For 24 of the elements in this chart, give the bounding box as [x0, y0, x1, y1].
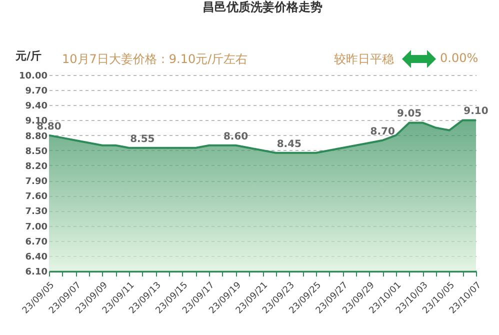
y-tick-label: 6.10: [25, 268, 48, 278]
y-tick-label: 7.00: [25, 222, 48, 232]
y-tick-label: 9.70: [25, 86, 48, 97]
y-tick-label: 6.70: [25, 237, 48, 248]
data-label: 9.10: [464, 106, 488, 118]
y-tick-label: 10.00: [19, 72, 48, 82]
y-tick-label: 7.60: [25, 192, 48, 202]
text: 0.00%: [440, 51, 478, 65]
y-tick-label: 7.30: [25, 207, 48, 218]
text: 较昨日平稳: [334, 51, 394, 68]
data-label: 8.55: [130, 134, 155, 145]
chart-title: 昌邑优质洗姜价格走势: [202, 0, 322, 14]
y-tick-label: 7.90: [25, 177, 48, 188]
text: 10月7日大姜价格：9.10元/斤左右: [62, 51, 248, 68]
data-label: 8.60: [223, 131, 248, 142]
data-label: 8.70: [370, 126, 395, 138]
y-tick-label: 6.40: [25, 252, 48, 262]
y-tick-label: 8.80: [25, 132, 48, 142]
data-label: 9.05: [396, 108, 422, 120]
y-tick-label: 9.40: [25, 102, 48, 112]
y-tick-label: 8.50: [25, 146, 48, 157]
data-label: 8.45: [276, 138, 302, 150]
y-axis-title: 元/斤: [14, 50, 42, 62]
y-tick-label: 8.20: [25, 162, 48, 172]
